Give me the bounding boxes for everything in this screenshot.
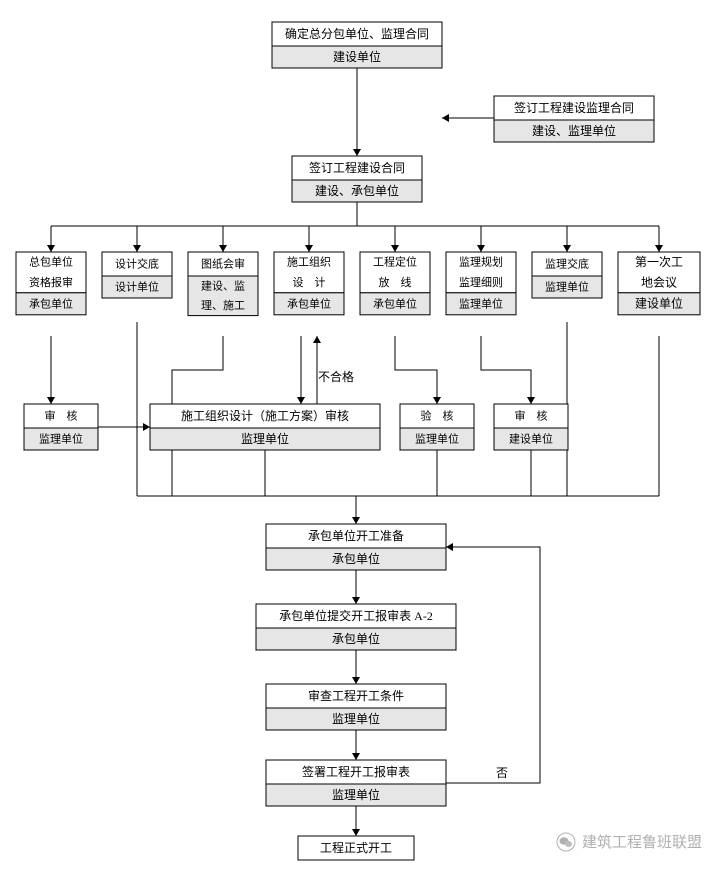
svg-text:监理单位: 监理单位 xyxy=(459,296,503,310)
svg-text:设计单位: 设计单位 xyxy=(115,280,159,294)
edge xyxy=(446,547,540,783)
svg-text:第一次工: 第一次工 xyxy=(635,255,683,269)
flow-node-r5: 工程定位放 线承包单位 xyxy=(360,252,430,315)
flowchart-canvas: 不合格否确定总分包单位、监理合同建设单位签订工程建设监理合同建设、监理单位签订工… xyxy=(0,0,720,880)
edge xyxy=(395,336,437,404)
svg-text:施工组织设计（施工方案）审核: 施工组织设计（施工方案）审核 xyxy=(181,408,349,423)
svg-text:承包单位提交开工报审表 A-2: 承包单位提交开工报审表 A-2 xyxy=(279,608,433,623)
svg-text:监理细则: 监理细则 xyxy=(459,276,503,289)
svg-text:监理单位: 监理单位 xyxy=(332,787,380,802)
flow-node-r4: 施工组织设 计承包单位 xyxy=(274,252,344,315)
svg-text:监理单位: 监理单位 xyxy=(415,432,459,446)
flow-node-a2: 施工组织设计（施工方案）审核监理单位 xyxy=(150,404,380,450)
svg-text:监理单位: 监理单位 xyxy=(332,711,380,726)
svg-text:承包单位开工准备: 承包单位开工准备 xyxy=(308,528,404,543)
svg-text:设 计: 设 计 xyxy=(293,276,326,289)
svg-text:审 核: 审 核 xyxy=(45,409,78,423)
svg-text:监理交底: 监理交底 xyxy=(545,257,589,271)
watermark-text: 建筑工程鲁班联盟 xyxy=(582,831,702,852)
svg-text:建设、承包单位: 建设、承包单位 xyxy=(315,183,399,198)
flow-node-b4: 签署工程开工报审表监理单位 xyxy=(266,760,446,806)
svg-text:监理单位: 监理单位 xyxy=(39,432,83,446)
svg-text:确定总分包单位、监理合同: 确定总分包单位、监理合同 xyxy=(285,26,429,41)
flow-node-a4: 审 核建设单位 xyxy=(494,404,568,450)
flow-node-r1: 总包单位资格报审承包单位 xyxy=(16,252,86,315)
flow-node-r8: 第一次工地会议建设单位 xyxy=(618,252,700,315)
flow-node-b2: 承包单位提交开工报审表 A-2 承包单位 xyxy=(256,604,456,650)
svg-text:监理规划: 监理规划 xyxy=(459,255,503,269)
svg-text:审查工程开工条件: 审查工程开工条件 xyxy=(308,688,404,703)
svg-text:总包单位: 总包单位 xyxy=(29,255,73,269)
flow-node-n2: 签订工程建设合同建设、承包单位 xyxy=(292,156,422,202)
flow-node-r3: 图纸会审建设、监理、施工 xyxy=(188,252,258,316)
svg-text:承包单位: 承包单位 xyxy=(332,631,380,646)
flow-node-n1b: 签订工程建设监理合同建设、监理单位 xyxy=(494,96,654,142)
svg-text:监理单位: 监理单位 xyxy=(545,280,589,294)
flow-node-n1: 确定总分包单位、监理合同建设单位 xyxy=(272,22,442,68)
svg-text:承包单位: 承包单位 xyxy=(29,296,73,310)
svg-text:签订工程建设监理合同: 签订工程建设监理合同 xyxy=(514,100,634,115)
flow-node-a1: 审 核监理单位 xyxy=(24,404,98,450)
flow-node-r7: 监理交底监理单位 xyxy=(532,252,602,298)
svg-text:验 核: 验 核 xyxy=(421,409,454,423)
svg-text:放 线: 放 线 xyxy=(379,275,412,289)
svg-text:审 核: 审 核 xyxy=(515,409,548,423)
svg-text:建设、监: 建设、监 xyxy=(201,278,245,292)
svg-text:地会议: 地会议 xyxy=(641,275,677,289)
wechat-icon xyxy=(556,832,576,852)
flow-node-r6: 监理规划监理细则监理单位 xyxy=(446,252,516,315)
edge-label: 不合格 xyxy=(318,369,354,384)
svg-text:建设单位: 建设单位 xyxy=(635,296,683,311)
svg-text:建设单位: 建设单位 xyxy=(333,49,381,64)
svg-text:监理单位: 监理单位 xyxy=(241,431,289,446)
svg-text:资格报审: 资格报审 xyxy=(29,275,73,289)
edge xyxy=(481,336,531,404)
flow-node-b5: 工程正式开工 xyxy=(298,836,414,860)
edge-label: 否 xyxy=(496,766,508,780)
svg-text:建设单位: 建设单位 xyxy=(509,432,553,446)
watermark: 建筑工程鲁班联盟 xyxy=(556,831,702,852)
svg-text:图纸会审: 图纸会审 xyxy=(201,257,245,271)
svg-text:签署工程开工报审表: 签署工程开工报审表 xyxy=(302,764,410,779)
flow-node-r2: 设计交底设计单位 xyxy=(102,252,172,298)
svg-text:建设、监理单位: 建设、监理单位 xyxy=(532,123,616,138)
svg-text:施工组织: 施工组织 xyxy=(287,255,331,269)
svg-text:承包单位: 承包单位 xyxy=(287,296,331,310)
flow-node-b3: 审查工程开工条件监理单位 xyxy=(266,684,446,730)
flow-node-b1: 承包单位开工准备承包单位 xyxy=(266,524,446,570)
svg-text:签订工程建设合同: 签订工程建设合同 xyxy=(309,160,405,175)
svg-text:工程定位: 工程定位 xyxy=(373,255,417,269)
svg-text:工程正式开工: 工程正式开工 xyxy=(320,840,392,855)
svg-text:承包单位: 承包单位 xyxy=(373,296,417,310)
svg-text:设计交底: 设计交底 xyxy=(115,257,159,271)
flow-node-a3: 验 核监理单位 xyxy=(400,404,474,450)
svg-text:承包单位: 承包单位 xyxy=(332,551,380,566)
svg-text:理、施工: 理、施工 xyxy=(201,299,245,312)
